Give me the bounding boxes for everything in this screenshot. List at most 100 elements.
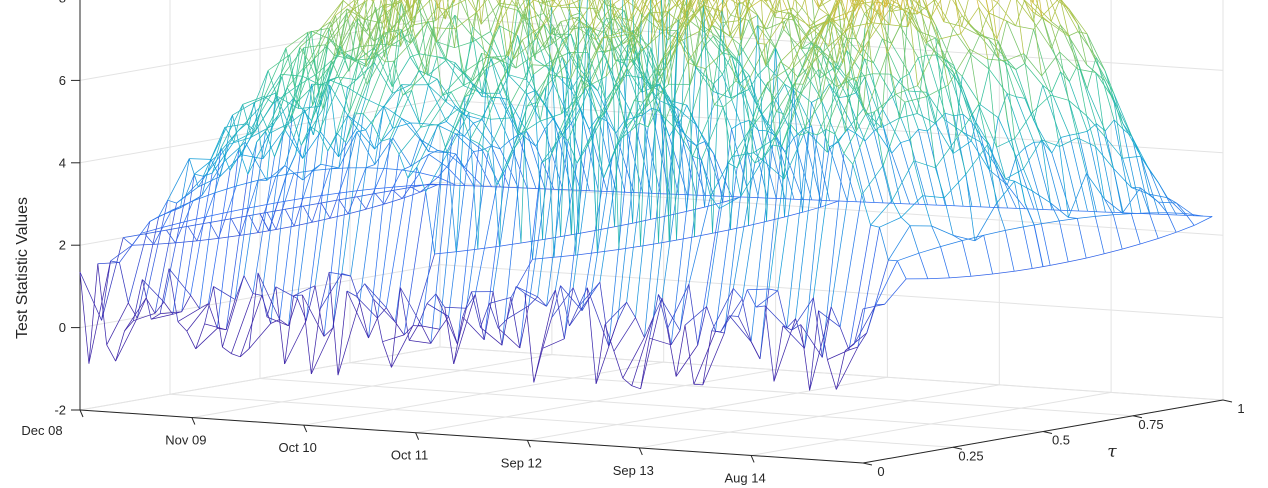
surface-mesh-line <box>312 27 322 106</box>
surface-mesh-line <box>872 73 882 128</box>
surface-mesh-line <box>480 327 503 346</box>
surface-mesh-line <box>517 0 526 11</box>
surface-mesh-line <box>327 112 350 152</box>
surface-mesh-line <box>401 118 411 124</box>
surface-mesh-line <box>569 16 580 30</box>
surface-mesh-line <box>987 144 997 204</box>
surface-mesh-line <box>356 129 366 133</box>
surface-mesh-line <box>1131 187 1150 195</box>
surface-mesh-line <box>400 0 408 47</box>
surface-mesh-line <box>1122 129 1142 214</box>
surface-mesh-line <box>487 152 498 186</box>
surface-mesh-line <box>429 124 439 126</box>
surface-mesh-line <box>419 138 429 152</box>
surface-mesh-line <box>478 143 489 153</box>
surface-mesh-line <box>720 0 724 23</box>
surface-mesh-line <box>1024 0 1043 18</box>
surface-mesh-line <box>1005 178 1015 182</box>
surface-mesh-line <box>443 96 466 153</box>
surface-mesh-line <box>482 150 501 188</box>
surface-mesh-line <box>517 134 537 189</box>
surface-mesh-line <box>747 288 769 291</box>
surface-mesh-line <box>234 141 258 300</box>
surface-mesh-line <box>864 58 874 64</box>
surface-mesh-line <box>952 0 963 16</box>
surface-mesh-line <box>927 121 937 132</box>
surface-mesh-line <box>650 0 658 43</box>
surface-mesh-line <box>934 58 945 124</box>
date-tick <box>638 447 643 456</box>
surface-mesh-line <box>222 346 232 354</box>
surface-mesh-line <box>392 137 412 167</box>
surface-mesh-line <box>1022 226 1033 269</box>
surface-mesh-line <box>410 53 420 58</box>
surface-mesh-line <box>110 260 120 263</box>
surface-mesh-line <box>302 170 313 199</box>
surface-mesh-line <box>580 79 590 87</box>
surface-mesh-line <box>527 0 536 40</box>
surface-mesh-line <box>891 142 901 154</box>
surface-mesh-line <box>604 3 615 53</box>
surface-mesh-line <box>210 159 221 177</box>
surface-mesh-line <box>745 0 749 9</box>
surface-mesh-line <box>697 306 707 346</box>
surface-mesh-line <box>356 131 376 165</box>
surface-mesh-line <box>266 165 286 181</box>
surface-mesh-line <box>320 202 331 219</box>
z-tick-label: 4 <box>59 155 66 170</box>
surface-mesh-line <box>739 62 759 109</box>
surface-mesh-line <box>218 212 228 239</box>
surface-mesh-line <box>725 0 731 37</box>
surface-mesh-line <box>535 146 555 190</box>
z-tick-label: 8 <box>59 0 66 6</box>
surface-mesh-line <box>267 70 278 97</box>
surface-mesh-line <box>925 0 931 19</box>
surface-mesh-line <box>1087 131 1106 213</box>
surface-mesh-line <box>266 92 277 181</box>
surface-mesh-line <box>421 325 432 344</box>
surface-mesh-line <box>809 310 819 391</box>
surface-mesh-line <box>841 0 851 28</box>
surface-mesh-line <box>717 6 728 49</box>
surface-mesh-line <box>303 47 313 106</box>
surface-mesh-line <box>782 325 805 349</box>
surface-mesh-line <box>1041 220 1060 225</box>
surface-mesh-line <box>765 29 785 66</box>
surface-mesh-line <box>1131 136 1141 157</box>
surface-mesh-line <box>457 143 480 345</box>
surface-mesh-line <box>318 80 341 133</box>
surface-mesh-line <box>300 126 311 146</box>
surface-mesh-line <box>407 125 430 179</box>
surface-mesh-line <box>916 43 927 114</box>
surface-mesh-line <box>757 0 776 44</box>
surface-mesh-line <box>763 144 774 158</box>
surface-mesh-line <box>201 161 224 196</box>
surface-mesh-line <box>269 114 279 134</box>
surface-mesh-line <box>220 104 244 148</box>
surface-mesh-line <box>119 262 129 303</box>
surface-mesh-line <box>248 272 259 349</box>
surface-mesh-line <box>275 286 285 365</box>
surface-mesh-line <box>520 239 543 244</box>
surface-mesh-line <box>359 302 369 339</box>
surface-mesh-line <box>1086 64 1096 73</box>
surface-mesh-line <box>674 127 685 142</box>
surface-mesh-line <box>855 58 865 91</box>
surface-mesh-line <box>962 113 973 123</box>
surface-mesh-line <box>1039 0 1043 17</box>
surface-mesh-line <box>1016 0 1025 54</box>
surface-mesh-line <box>1051 24 1061 49</box>
surface-mesh-line <box>490 97 510 142</box>
surface-mesh-line <box>199 147 222 309</box>
surface-mesh-line <box>1042 141 1062 211</box>
surface-mesh-line <box>363 61 386 115</box>
surface-mesh-line <box>800 324 810 391</box>
surface-mesh-line <box>295 68 306 104</box>
surface-mesh-line <box>939 33 961 40</box>
surface-mesh-line <box>1077 137 1096 147</box>
surface-mesh-line <box>594 126 605 178</box>
surface-mesh-line <box>311 84 321 121</box>
surface-mesh-line <box>466 152 489 309</box>
surface-mesh-line <box>303 44 326 49</box>
surface-mesh-line <box>575 88 585 256</box>
